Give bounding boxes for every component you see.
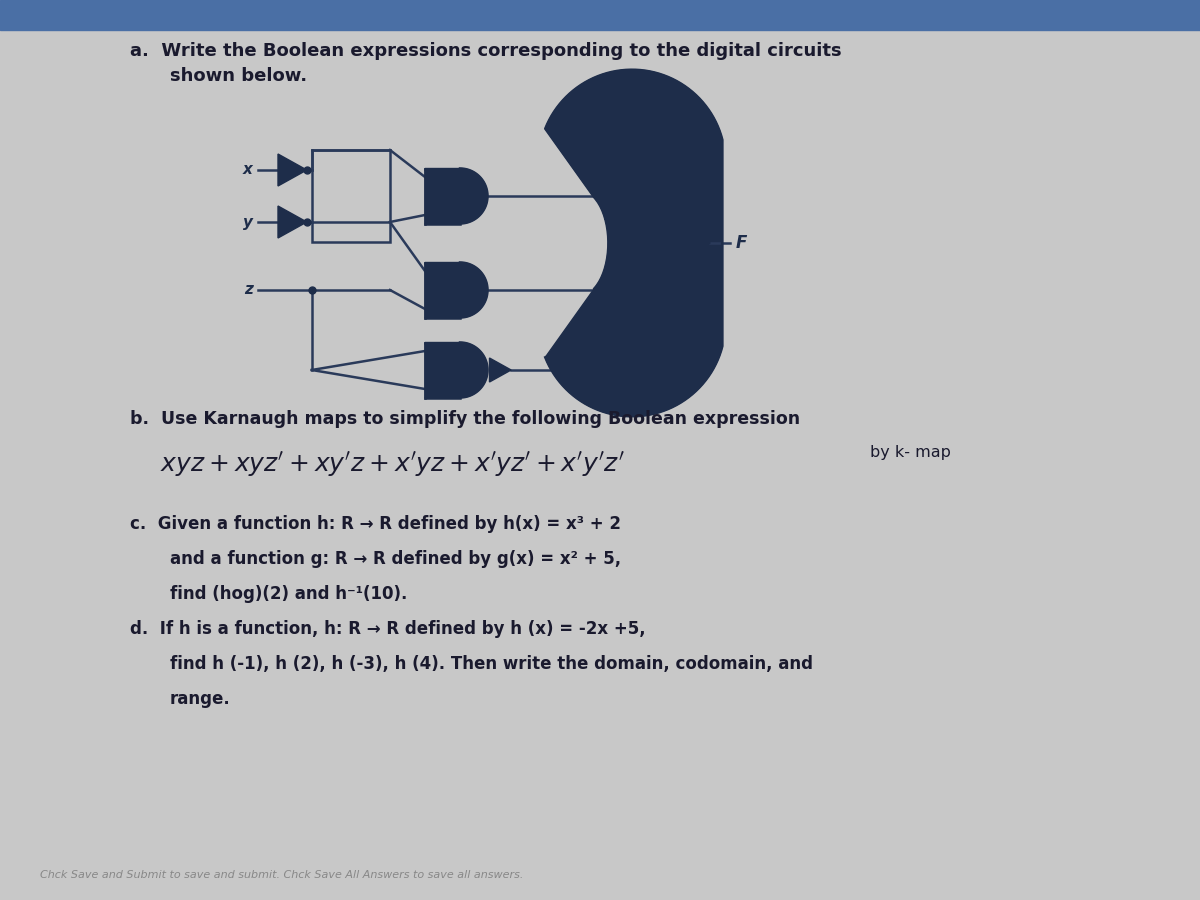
Text: z: z bbox=[244, 283, 253, 298]
Text: b.  Use Karnaugh maps to simplify the following Boolean expression: b. Use Karnaugh maps to simplify the fol… bbox=[130, 410, 800, 428]
Polygon shape bbox=[425, 343, 487, 398]
Polygon shape bbox=[685, 229, 710, 257]
Bar bbox=[0, 0, 1200, 30]
Text: c.  Given a function h: R → R defined by h(x) = x³ + 2: c. Given a function h: R → R defined by … bbox=[130, 515, 622, 533]
Text: F: F bbox=[736, 234, 746, 252]
Polygon shape bbox=[425, 263, 487, 318]
Polygon shape bbox=[425, 168, 487, 223]
Bar bbox=[312, 150, 390, 242]
Polygon shape bbox=[545, 69, 722, 417]
Polygon shape bbox=[490, 358, 511, 382]
Text: find h (-1), h (2), h (-3), h (4). Then write the domain, codomain, and: find h (-1), h (2), h (-3), h (4). Then … bbox=[170, 655, 814, 673]
Text: Chck Save and Submit to save and submit. Chck Save All Answers to save all answe: Chck Save and Submit to save and submit.… bbox=[40, 870, 523, 880]
Text: $xyz + xyz' + xy'z + x'yz + x'yz' + x'y'z'$: $xyz + xyz' + xy'z + x'yz + x'yz' + x'y'… bbox=[160, 450, 625, 479]
Text: y: y bbox=[242, 214, 253, 230]
Text: range.: range. bbox=[170, 690, 230, 708]
Text: d.  If h is a function, h: R → R defined by h (x) = -2x +5,: d. If h is a function, h: R → R defined … bbox=[130, 620, 646, 638]
Text: x: x bbox=[244, 163, 253, 177]
Text: find (hog)(2) and h⁻¹(10).: find (hog)(2) and h⁻¹(10). bbox=[170, 585, 407, 603]
Text: by k- map: by k- map bbox=[870, 445, 950, 460]
Text: a.  Write the Boolean expressions corresponding to the digital circuits: a. Write the Boolean expressions corresp… bbox=[130, 42, 841, 60]
Text: shown below.: shown below. bbox=[170, 67, 307, 85]
Text: and a function g: R → R defined by g(x) = x² + 5,: and a function g: R → R defined by g(x) … bbox=[170, 550, 622, 568]
Polygon shape bbox=[278, 206, 307, 238]
Polygon shape bbox=[278, 154, 307, 186]
